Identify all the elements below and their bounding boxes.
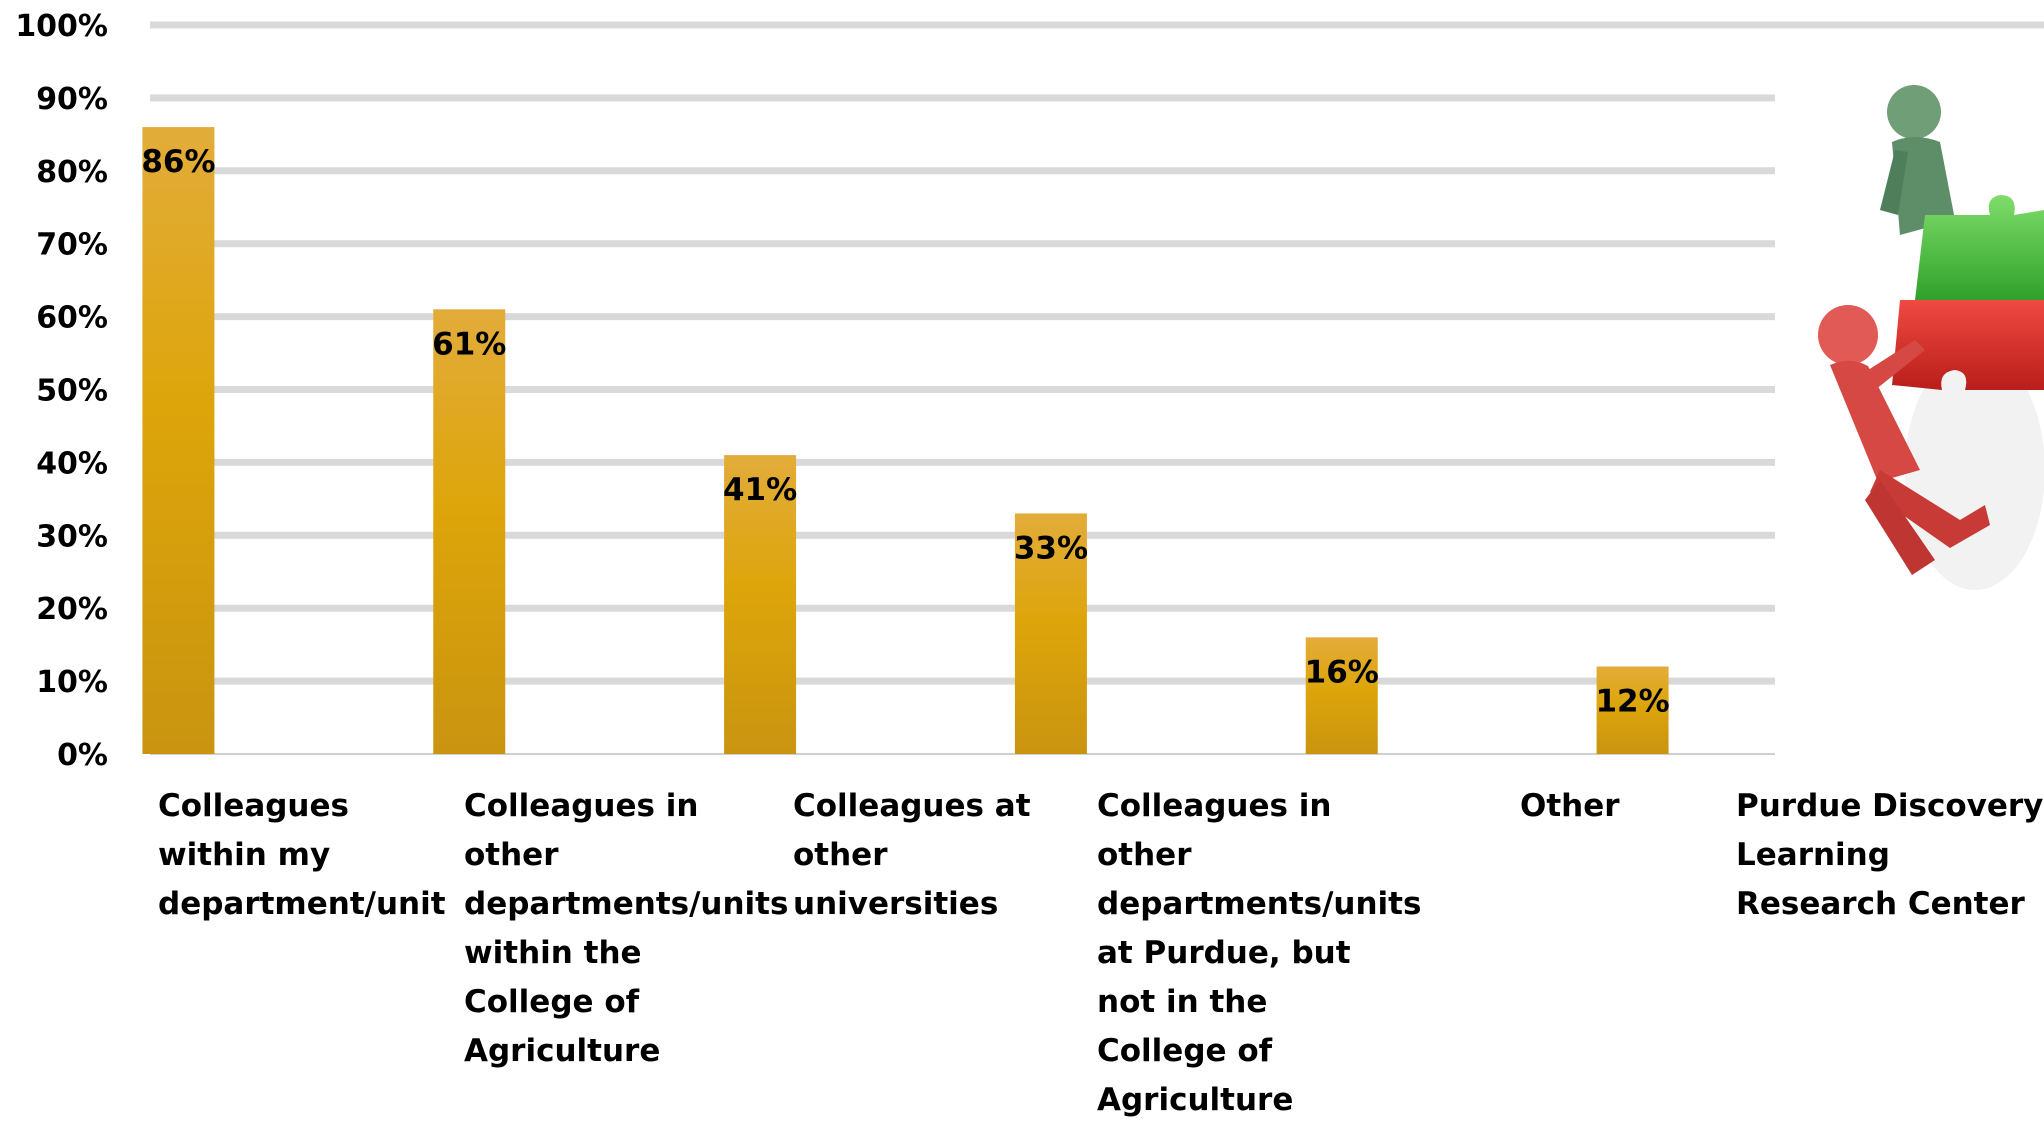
- y-axis: 0% 10% 20% 30% 40% 50% 60% 70% 80% 90% 100%: [15, 9, 108, 773]
- bar-chart: 0% 10% 20% 30% 40% 50% 60% 70% 80% 90% 100% 86% 61%…: [15, 9, 2044, 773]
- category-label-2: Colleagues in other departments/units wi…: [464, 788, 789, 1069]
- y-tick-label: 30%: [36, 519, 108, 554]
- bar: [1305, 637, 1378, 754]
- bar: [1014, 513, 1087, 754]
- data-label: 12%: [1595, 684, 1669, 720]
- category-label-5: Other: [1520, 788, 1620, 824]
- gridlines: [150, 21, 2044, 755]
- data-labels: 86% 61% 41% 33% 16% 12%: [141, 144, 1669, 719]
- y-tick-label: 80%: [36, 155, 108, 190]
- y-tick-label: 10%: [36, 665, 108, 700]
- y-tick-label: 50%: [36, 374, 108, 409]
- data-label: 33%: [1014, 530, 1088, 566]
- y-tick-label: 70%: [36, 228, 108, 263]
- bar: [142, 127, 215, 754]
- bar: [724, 455, 797, 754]
- data-label: 86%: [141, 144, 215, 180]
- bar: [433, 309, 506, 754]
- data-label: 16%: [1305, 654, 1379, 690]
- y-tick-label: 90%: [36, 82, 108, 117]
- y-tick-label: 20%: [36, 592, 108, 627]
- category-label-6: Purdue Discovery Learning Research Cente…: [1736, 788, 2044, 922]
- data-label: 61%: [432, 326, 506, 362]
- bar: [1596, 666, 1669, 754]
- category-label-1: Colleagues within my department/unit: [158, 788, 446, 922]
- y-tick-label: 100%: [15, 9, 108, 44]
- category-label-4: Colleagues in other departments/units at…: [1097, 788, 1422, 1118]
- bars: [142, 127, 1669, 754]
- y-tick-label: 40%: [36, 446, 108, 481]
- category-label-3: Colleagues at other universities: [793, 788, 1031, 922]
- puzzle-people-illustration: [1818, 85, 2044, 590]
- y-tick-label: 0%: [57, 738, 108, 773]
- data-label: 41%: [723, 472, 797, 508]
- y-tick-label: 60%: [36, 301, 108, 336]
